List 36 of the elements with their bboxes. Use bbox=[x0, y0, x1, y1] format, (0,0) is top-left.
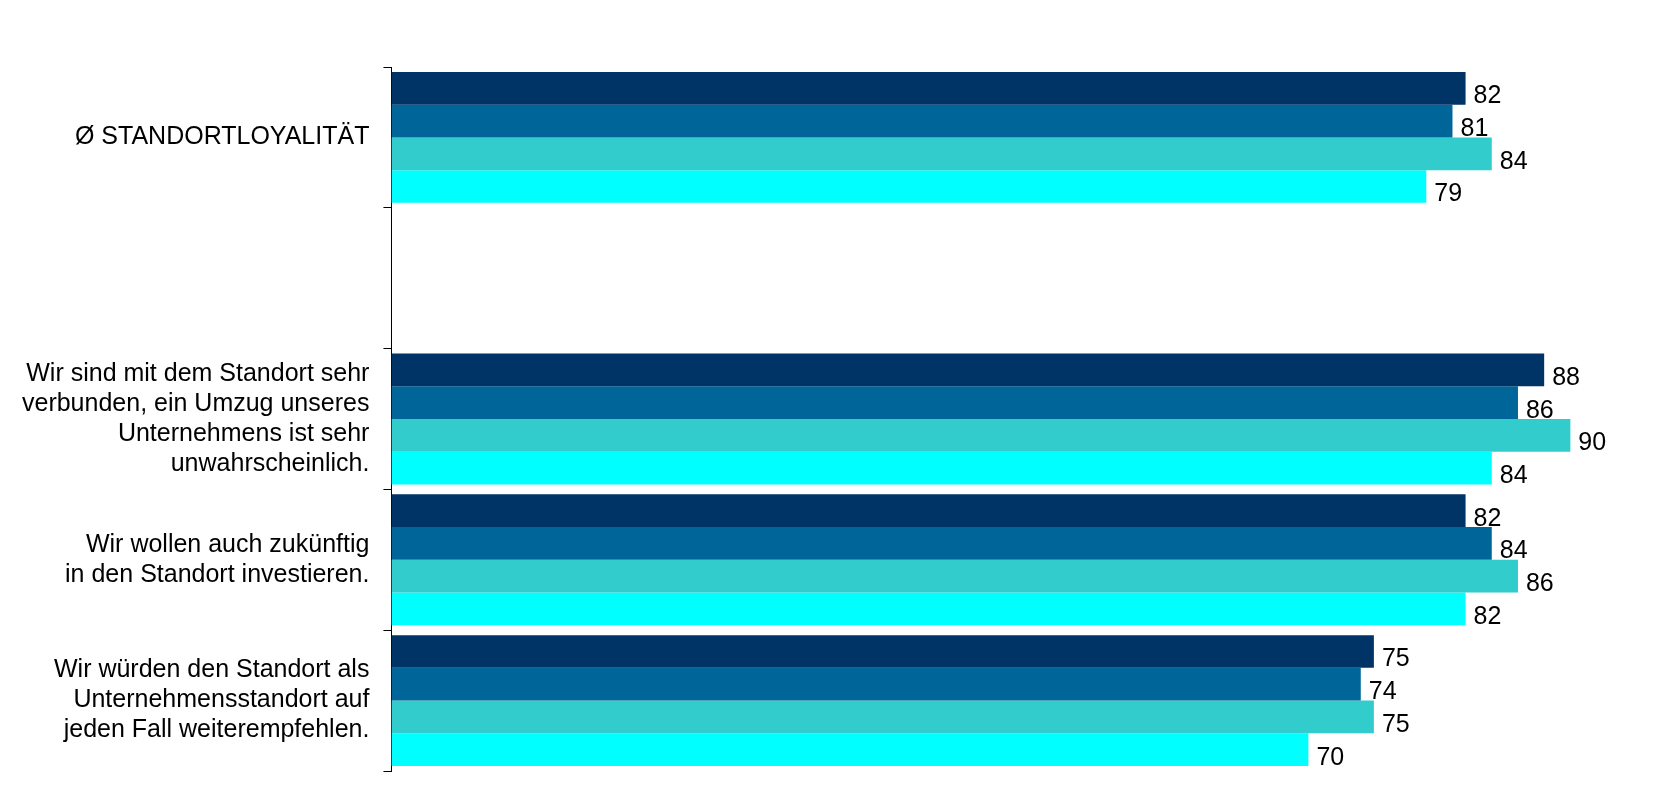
data-label: 84 bbox=[1499, 459, 1528, 488]
data-label: 90 bbox=[1578, 427, 1607, 456]
bar bbox=[391, 635, 1374, 668]
y-tick-label: Ø STANDORTLOYALITÄT bbox=[74, 121, 370, 150]
data-label: 84 bbox=[1499, 145, 1528, 174]
data-label: 79 bbox=[1434, 178, 1463, 207]
data-label: 82 bbox=[1473, 600, 1502, 629]
data-label: 82 bbox=[1473, 502, 1502, 531]
bar bbox=[391, 386, 1518, 419]
data-label: 86 bbox=[1525, 394, 1554, 423]
bar bbox=[391, 419, 1571, 452]
bar bbox=[391, 667, 1361, 701]
bar bbox=[391, 494, 1466, 528]
data-label: 70 bbox=[1316, 741, 1345, 770]
y-tick-label: Wir würden den Standort als Unternehmensstandort auf jeden Fall weiterempfehlen. bbox=[53, 654, 370, 743]
bar bbox=[391, 559, 1518, 593]
bar bbox=[391, 137, 1492, 171]
bar bbox=[391, 700, 1374, 734]
data-label: 82 bbox=[1473, 80, 1502, 109]
data-label: 81 bbox=[1460, 112, 1489, 141]
data-label: 88 bbox=[1552, 361, 1580, 390]
y-tick-label: Wir sind mit dem Standort sehr verbunden, ein Umzug unseres Unternehmens ist sehr unwahrscheinlich. bbox=[21, 357, 370, 476]
data-label: 74 bbox=[1368, 676, 1397, 705]
bar bbox=[391, 527, 1492, 560]
y-tick-label: Wir wollen auch zukünftig in den Standort investieren. bbox=[65, 528, 370, 587]
data-label: 75 bbox=[1381, 643, 1410, 672]
bar bbox=[391, 451, 1492, 485]
bar bbox=[391, 71, 1466, 105]
data-label: 86 bbox=[1525, 568, 1554, 597]
bar bbox=[391, 353, 1545, 387]
bar bbox=[391, 733, 1309, 767]
bar bbox=[391, 592, 1466, 626]
data-label: 75 bbox=[1381, 708, 1410, 737]
data-label: 84 bbox=[1499, 535, 1528, 564]
bar bbox=[391, 170, 1427, 203]
bar bbox=[391, 104, 1453, 138]
